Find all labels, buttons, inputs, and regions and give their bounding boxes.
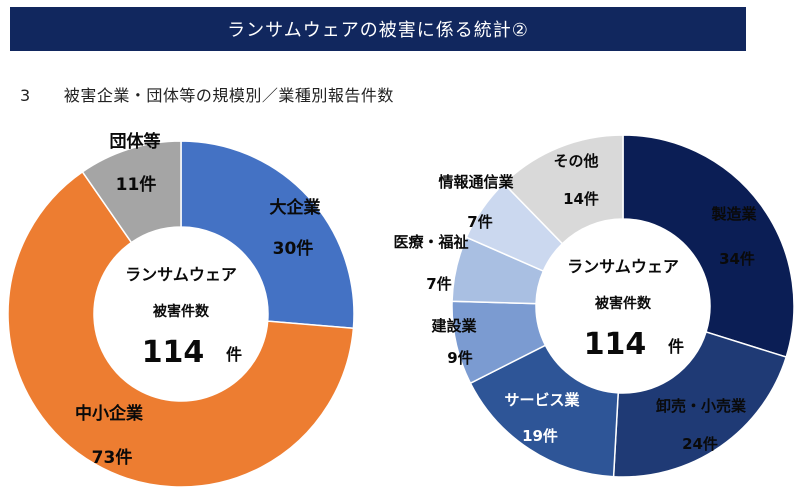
- chart2-slice-label-1: 製造業: [710, 205, 757, 223]
- chart2-slice-value-3: 19件: [522, 427, 558, 445]
- chart2-center-total: 114: [584, 327, 647, 362]
- chart2-slice-7: [502, 134, 624, 245]
- chart2-center-unit: 件: [668, 337, 684, 356]
- chart2-slice-label-5: 医療・福祉: [393, 233, 468, 251]
- chart2-center-line2: 被害件数: [595, 295, 652, 312]
- chart2-center-line1: ランサムウェア: [567, 257, 679, 276]
- chart2-slice-value-5: 7件: [426, 275, 451, 293]
- chart1-slice-value-2: 73件: [92, 447, 133, 468]
- section-heading-text: 被害企業・団体等の規模別／業種別報告件数: [63, 86, 394, 105]
- chart2-slice-label-7: その他: [553, 152, 598, 170]
- chart1-center-line1: ランサムウェア: [125, 265, 237, 284]
- chart1-slice-label-2: 中小企業: [75, 403, 143, 424]
- chart1-center-unit: 件: [226, 345, 242, 364]
- chart2-slice-label-3: サービス業: [504, 391, 580, 409]
- section-number: 3: [20, 86, 31, 105]
- chart1-slice-label-1: 大企業: [270, 197, 321, 218]
- chart1-slice-3: [81, 140, 182, 244]
- chart2-slice-value-2: 24件: [682, 435, 718, 453]
- chart1-slice-1: [180, 140, 355, 330]
- chart2-slice-label-6: 情報通信業: [438, 173, 514, 191]
- chart2-slice-1: [622, 134, 795, 358]
- chart1-center-total: 114: [142, 335, 205, 370]
- banner-title: ランサムウェアの被害に係る統計②: [227, 20, 529, 41]
- chart1-slice-value-1: 30件: [273, 238, 314, 259]
- chart2-slice-label-4: 建設業: [431, 317, 477, 335]
- chart2-slice-label-2: 卸売・小売業: [656, 397, 747, 415]
- chart2-slice-value-4: 9件: [447, 349, 472, 367]
- chart2-slice-2: [612, 331, 788, 478]
- chart1-center-line2: 被害件数: [153, 303, 210, 320]
- chart2-slice-value-7: 14件: [563, 190, 599, 208]
- chart2-slice-value-6: 7件: [467, 213, 492, 231]
- section-heading: 3 被害企業・団体等の規模別／業種別報告件数: [20, 82, 394, 106]
- chart1-slice-2: [7, 170, 355, 488]
- chart2-slice-3: [469, 344, 619, 478]
- chart1-slice-label-3: 団体等: [110, 131, 161, 152]
- title-banner: ランサムウェアの被害に係る統計②: [10, 7, 746, 51]
- chart2-slice-value-1: 34件: [719, 250, 755, 268]
- chart1-slice-value-3: 11件: [116, 174, 157, 195]
